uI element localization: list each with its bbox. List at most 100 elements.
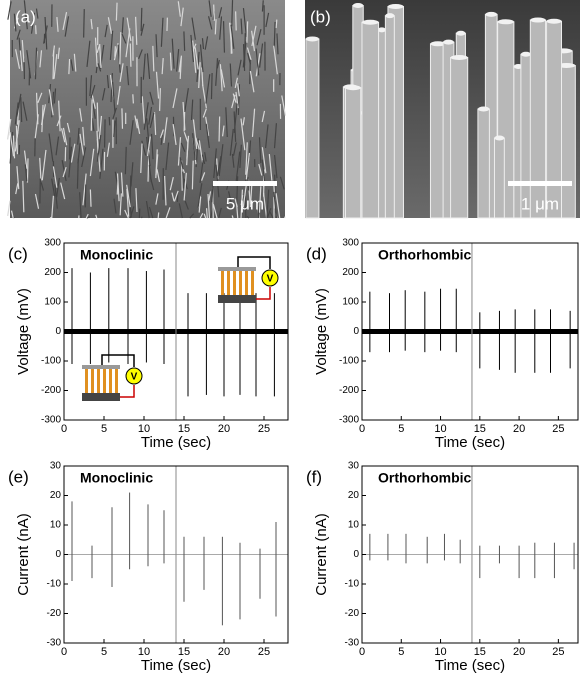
nanorod-top bbox=[547, 19, 562, 24]
nanowire bbox=[130, 44, 131, 67]
y-tick-label: 300 bbox=[342, 238, 359, 249]
nanorod-top bbox=[362, 20, 379, 25]
nanowire bbox=[211, 73, 212, 99]
y-tick-label: 200 bbox=[342, 267, 359, 278]
device-inset: V bbox=[82, 355, 142, 401]
nanowire bbox=[276, 20, 277, 29]
x-axis-title: Time (sec) bbox=[435, 657, 505, 674]
scale-bar-label: 5 μm bbox=[226, 194, 264, 213]
nanowire bbox=[160, 88, 161, 111]
nanorod bbox=[494, 138, 504, 218]
wire bbox=[233, 271, 236, 295]
panel-label: (f) bbox=[306, 467, 322, 486]
nanowire bbox=[183, 172, 184, 189]
wire bbox=[103, 369, 106, 393]
nanowire bbox=[91, 100, 92, 131]
panel-label: (d) bbox=[306, 244, 327, 263]
nanorod-top bbox=[306, 36, 319, 41]
nanorod-top bbox=[478, 106, 489, 111]
chart-title: Orthorhombic bbox=[378, 470, 472, 486]
nanorod-top bbox=[353, 3, 363, 8]
x-tick-label: 5 bbox=[101, 423, 107, 435]
nanowire bbox=[236, 11, 237, 30]
y-tick-label: 10 bbox=[348, 520, 360, 531]
x-tick-label: 25 bbox=[258, 423, 270, 435]
y-tick-label: 0 bbox=[353, 549, 359, 560]
nanorod-top bbox=[530, 18, 545, 23]
y-tick-label: -300 bbox=[41, 415, 61, 426]
figure: (a)5 μm(b)1 μm-300-200-10001002003000510… bbox=[0, 0, 580, 682]
panel-label: (b) bbox=[310, 7, 331, 26]
wire bbox=[91, 369, 94, 393]
panel-label: (c) bbox=[8, 244, 28, 263]
x-tick-label: 20 bbox=[513, 423, 525, 435]
x-tick-label: 0 bbox=[359, 646, 365, 658]
nanowire bbox=[184, 31, 185, 50]
device-inset: V bbox=[218, 257, 278, 303]
nanowire bbox=[69, 59, 70, 74]
wire bbox=[85, 369, 88, 393]
y-axis-title: Voltage (mV) bbox=[15, 288, 32, 375]
x-tick-label: 20 bbox=[513, 646, 525, 658]
nanowire bbox=[84, 9, 85, 38]
x-tick-label: 20 bbox=[218, 423, 230, 435]
chart-title: Monoclinic bbox=[80, 247, 153, 263]
y-tick-label: -200 bbox=[41, 385, 61, 396]
nanowire bbox=[158, 212, 159, 218]
wire bbox=[97, 369, 100, 393]
nanorod-top bbox=[494, 136, 504, 141]
nanowire bbox=[90, 190, 91, 207]
circuit bbox=[256, 287, 270, 299]
nanowire bbox=[8, 201, 10, 216]
nanowire bbox=[219, 116, 220, 141]
x-tick-label: 0 bbox=[61, 423, 67, 435]
x-axis-title: Time (sec) bbox=[141, 657, 211, 674]
panel-label: (a) bbox=[15, 7, 36, 26]
y-tick-label: -10 bbox=[47, 579, 62, 590]
nanorod-top bbox=[345, 85, 360, 90]
chart-title: Orthorhombic bbox=[378, 247, 472, 263]
nanorod bbox=[530, 20, 545, 218]
x-tick-label: 5 bbox=[398, 646, 404, 658]
nanowire bbox=[130, 175, 131, 205]
scale-bar-label: 1 μm bbox=[521, 194, 559, 213]
y-tick-label: -200 bbox=[339, 385, 359, 396]
y-tick-label: 100 bbox=[44, 297, 61, 308]
y-tick-label: 20 bbox=[50, 490, 62, 501]
x-axis-title: Time (sec) bbox=[435, 434, 505, 451]
y-axis-title: Voltage (mV) bbox=[313, 288, 330, 375]
nanowire bbox=[184, 110, 185, 132]
nanowire bbox=[141, 217, 142, 218]
y-tick-label: 200 bbox=[44, 267, 61, 278]
x-tick-label: 5 bbox=[398, 423, 404, 435]
nanorod-top bbox=[443, 40, 454, 45]
circuit bbox=[120, 385, 134, 397]
nanowire bbox=[116, 3, 117, 21]
y-tick-label: 300 bbox=[44, 238, 61, 249]
y-tick-label: 100 bbox=[342, 297, 359, 308]
nanorod-top bbox=[388, 4, 404, 9]
y-tick-label: 0 bbox=[55, 549, 61, 560]
nanowire bbox=[247, 21, 248, 42]
substrate bbox=[82, 393, 120, 401]
wire bbox=[251, 271, 254, 295]
nanowire bbox=[122, 108, 123, 128]
electrode bbox=[218, 267, 256, 271]
electrode bbox=[82, 365, 120, 369]
y-tick-label: -300 bbox=[339, 415, 359, 426]
wire bbox=[221, 271, 224, 295]
y-tick-label: 30 bbox=[348, 461, 360, 472]
wire bbox=[245, 271, 248, 295]
x-axis-title: Time (sec) bbox=[141, 434, 211, 451]
nanorod bbox=[547, 21, 562, 218]
nanorod-top bbox=[521, 52, 531, 57]
nanorod bbox=[306, 39, 319, 218]
x-tick-label: 0 bbox=[61, 646, 67, 658]
chart-title: Monoclinic bbox=[80, 470, 153, 486]
nanowire bbox=[133, 94, 134, 103]
nanorod bbox=[521, 54, 531, 218]
y-tick-label: 20 bbox=[348, 490, 360, 501]
nanorod bbox=[345, 88, 360, 218]
nanowire bbox=[262, 0, 263, 11]
y-axis-title: Current (nA) bbox=[15, 513, 32, 596]
